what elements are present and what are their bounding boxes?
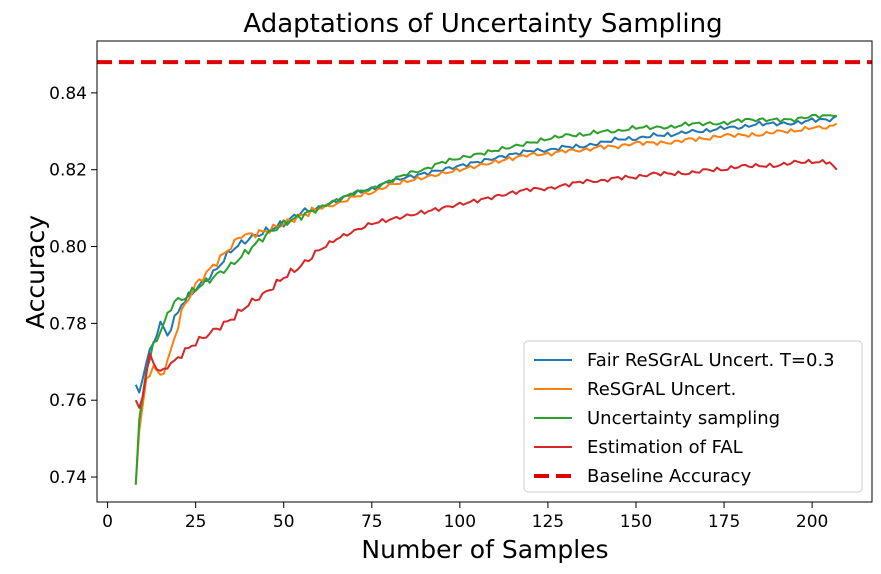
y-tick-label: 0.80: [49, 238, 87, 258]
legend-label: Estimation of FAL: [587, 437, 743, 458]
legend-label: Fair ReSGrAL Uncert. T=0.3: [587, 350, 835, 371]
plot-area: [97, 60, 872, 485]
y-axis-title: Accuracy: [21, 215, 50, 329]
series-line-2: [134, 113, 837, 485]
x-tick-label: 175: [708, 512, 740, 532]
series-line-1: [134, 122, 838, 485]
legend-label: ReSGrAL Uncert.: [587, 379, 736, 400]
legend-label: Uncertainty sampling: [587, 408, 780, 429]
y-tick-label: 0.82: [49, 161, 87, 181]
x-tick-label: 125: [532, 512, 564, 532]
x-tick-label: 100: [444, 512, 476, 532]
y-tick-label: 0.78: [49, 314, 87, 334]
y-tick-label: 0.76: [49, 391, 87, 411]
x-axis-title: Number of Samples: [361, 535, 608, 564]
x-tick-label: 75: [361, 512, 383, 532]
series-line-3: [134, 158, 838, 409]
x-tick-label: 150: [620, 512, 652, 532]
x-tick-label: 0: [102, 512, 113, 532]
chart-title: Adaptations of Uncertainty Sampling: [243, 9, 722, 39]
x-tick-label: 200: [796, 512, 828, 532]
legend-label: Baseline Accuracy: [587, 466, 752, 487]
y-tick-label: 0.74: [49, 468, 87, 488]
axes: 0 25 50 75 100 125 150 175 200 0.74 0.76 0.78 0.80 0.…: [49, 40, 873, 532]
x-tick-label: 50: [273, 512, 295, 532]
legend-box: [523, 340, 863, 493]
legend: Fair ReSGrAL Uncert. T=0.3 ReSGrAL Uncert…: [523, 340, 863, 493]
y-tick-label: 0.84: [49, 84, 87, 104]
plot-frame: [96, 40, 873, 503]
x-tick-label: 25: [185, 512, 207, 532]
